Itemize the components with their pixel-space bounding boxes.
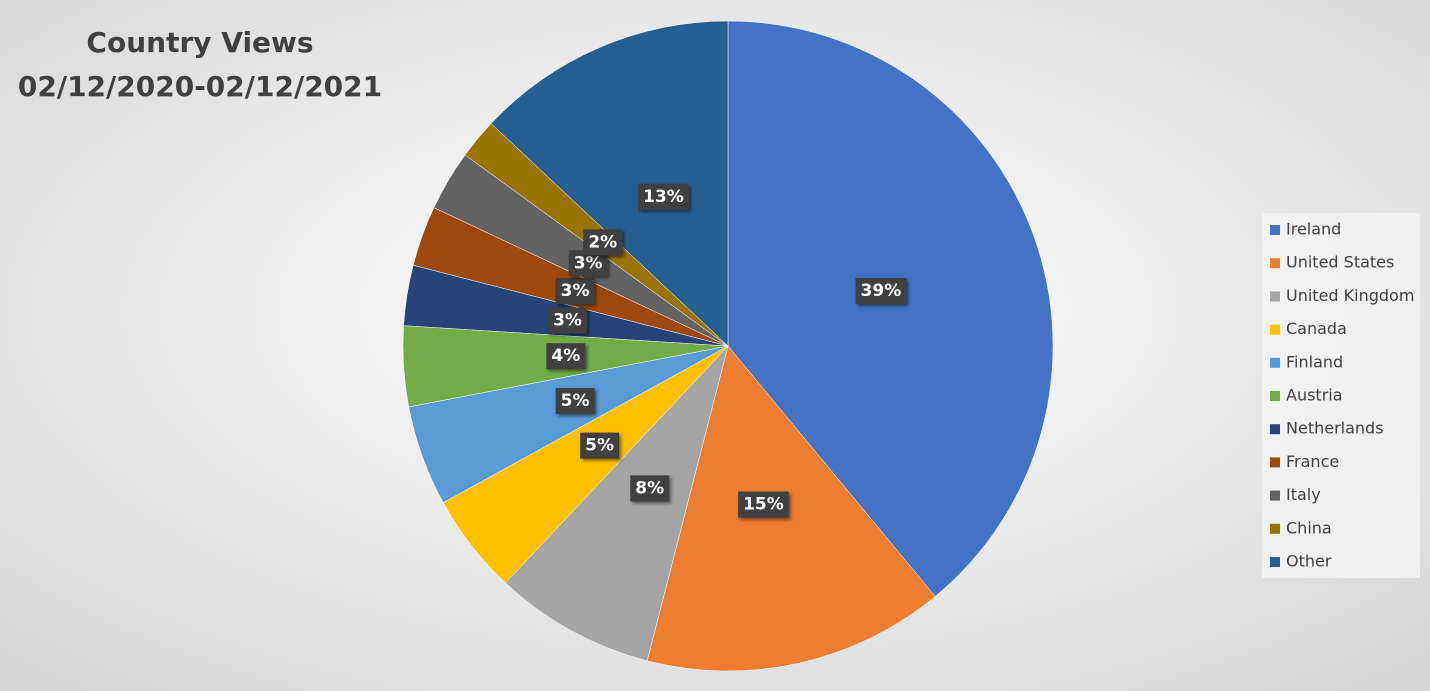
legend-swatch bbox=[1270, 424, 1280, 435]
data-label-box bbox=[630, 475, 670, 502]
legend-label: United Kingdom bbox=[1286, 286, 1414, 305]
legend-swatch bbox=[1270, 291, 1280, 302]
data-label: 3% bbox=[555, 277, 595, 304]
data-label-text: 4% bbox=[551, 346, 580, 366]
data-label-box bbox=[855, 277, 907, 304]
data-label-text: 3% bbox=[561, 281, 590, 301]
data-label-text: 39% bbox=[861, 281, 902, 301]
data-label-text: 8% bbox=[635, 478, 664, 498]
data-label: 15% bbox=[738, 491, 789, 518]
data-label-text: 2% bbox=[588, 232, 617, 252]
chart-subtitle: 02/12/2020-02/12/2021 bbox=[18, 70, 382, 103]
legend-box bbox=[1262, 213, 1420, 578]
data-label: 13% bbox=[638, 183, 689, 210]
legend-label: Austria bbox=[1286, 386, 1343, 405]
legend-label: Other bbox=[1286, 552, 1332, 571]
data-label: 4% bbox=[546, 343, 586, 370]
data-label-text: 3% bbox=[574, 253, 603, 273]
legend-label: France bbox=[1286, 452, 1339, 471]
pie-slice bbox=[505, 345, 729, 662]
pie-slice bbox=[727, 20, 1054, 597]
legend-label: Ireland bbox=[1286, 220, 1341, 239]
legend-label: Finland bbox=[1286, 352, 1343, 371]
data-label-text: 15% bbox=[743, 495, 784, 515]
legend: Ireland United States United Kingdom Canada… bbox=[1270, 220, 1414, 571]
legend-swatch bbox=[1270, 225, 1280, 235]
legend-swatch bbox=[1270, 391, 1280, 401]
data-label: 3% bbox=[548, 307, 587, 334]
data-label: 5% bbox=[555, 388, 595, 415]
data-label-text: 5% bbox=[585, 436, 614, 456]
data-label-box bbox=[738, 491, 789, 518]
legend-swatch bbox=[1270, 490, 1280, 501]
chart-title: Country Views bbox=[86, 26, 313, 59]
legend-swatch bbox=[1270, 258, 1280, 269]
legend-swatch bbox=[1270, 457, 1280, 468]
legend-swatch bbox=[1270, 523, 1280, 534]
data-label: 8% bbox=[630, 475, 670, 502]
legend-label: Netherlands bbox=[1286, 419, 1384, 438]
legend-label: China bbox=[1286, 518, 1332, 537]
legend-swatch bbox=[1270, 324, 1280, 335]
data-label-box bbox=[580, 432, 620, 459]
data-label-text: 13% bbox=[643, 187, 684, 207]
legend-label: Italy bbox=[1286, 485, 1321, 504]
data-label-box bbox=[546, 343, 586, 370]
data-label: 5% bbox=[580, 432, 620, 459]
pie-slice bbox=[646, 345, 936, 672]
data-label-box bbox=[638, 183, 689, 210]
legend-swatch bbox=[1270, 557, 1280, 567]
data-label: 2% bbox=[583, 229, 623, 256]
data-label-box bbox=[548, 307, 587, 334]
legend-swatch bbox=[1270, 357, 1280, 368]
data-label-text: 5% bbox=[561, 391, 590, 411]
data-label-text: 3% bbox=[553, 311, 582, 331]
pie bbox=[402, 20, 1054, 672]
data-label-box bbox=[555, 277, 595, 304]
legend-label: Canada bbox=[1286, 319, 1347, 338]
pie-slice bbox=[490, 20, 729, 347]
data-labels: 39%15%8%5%5%4%3%3%3%2%13% bbox=[546, 183, 907, 518]
data-label: 39% bbox=[855, 277, 907, 304]
legend-label: United States bbox=[1286, 253, 1394, 272]
data-label-box bbox=[555, 388, 595, 415]
data-label-box bbox=[583, 229, 623, 256]
